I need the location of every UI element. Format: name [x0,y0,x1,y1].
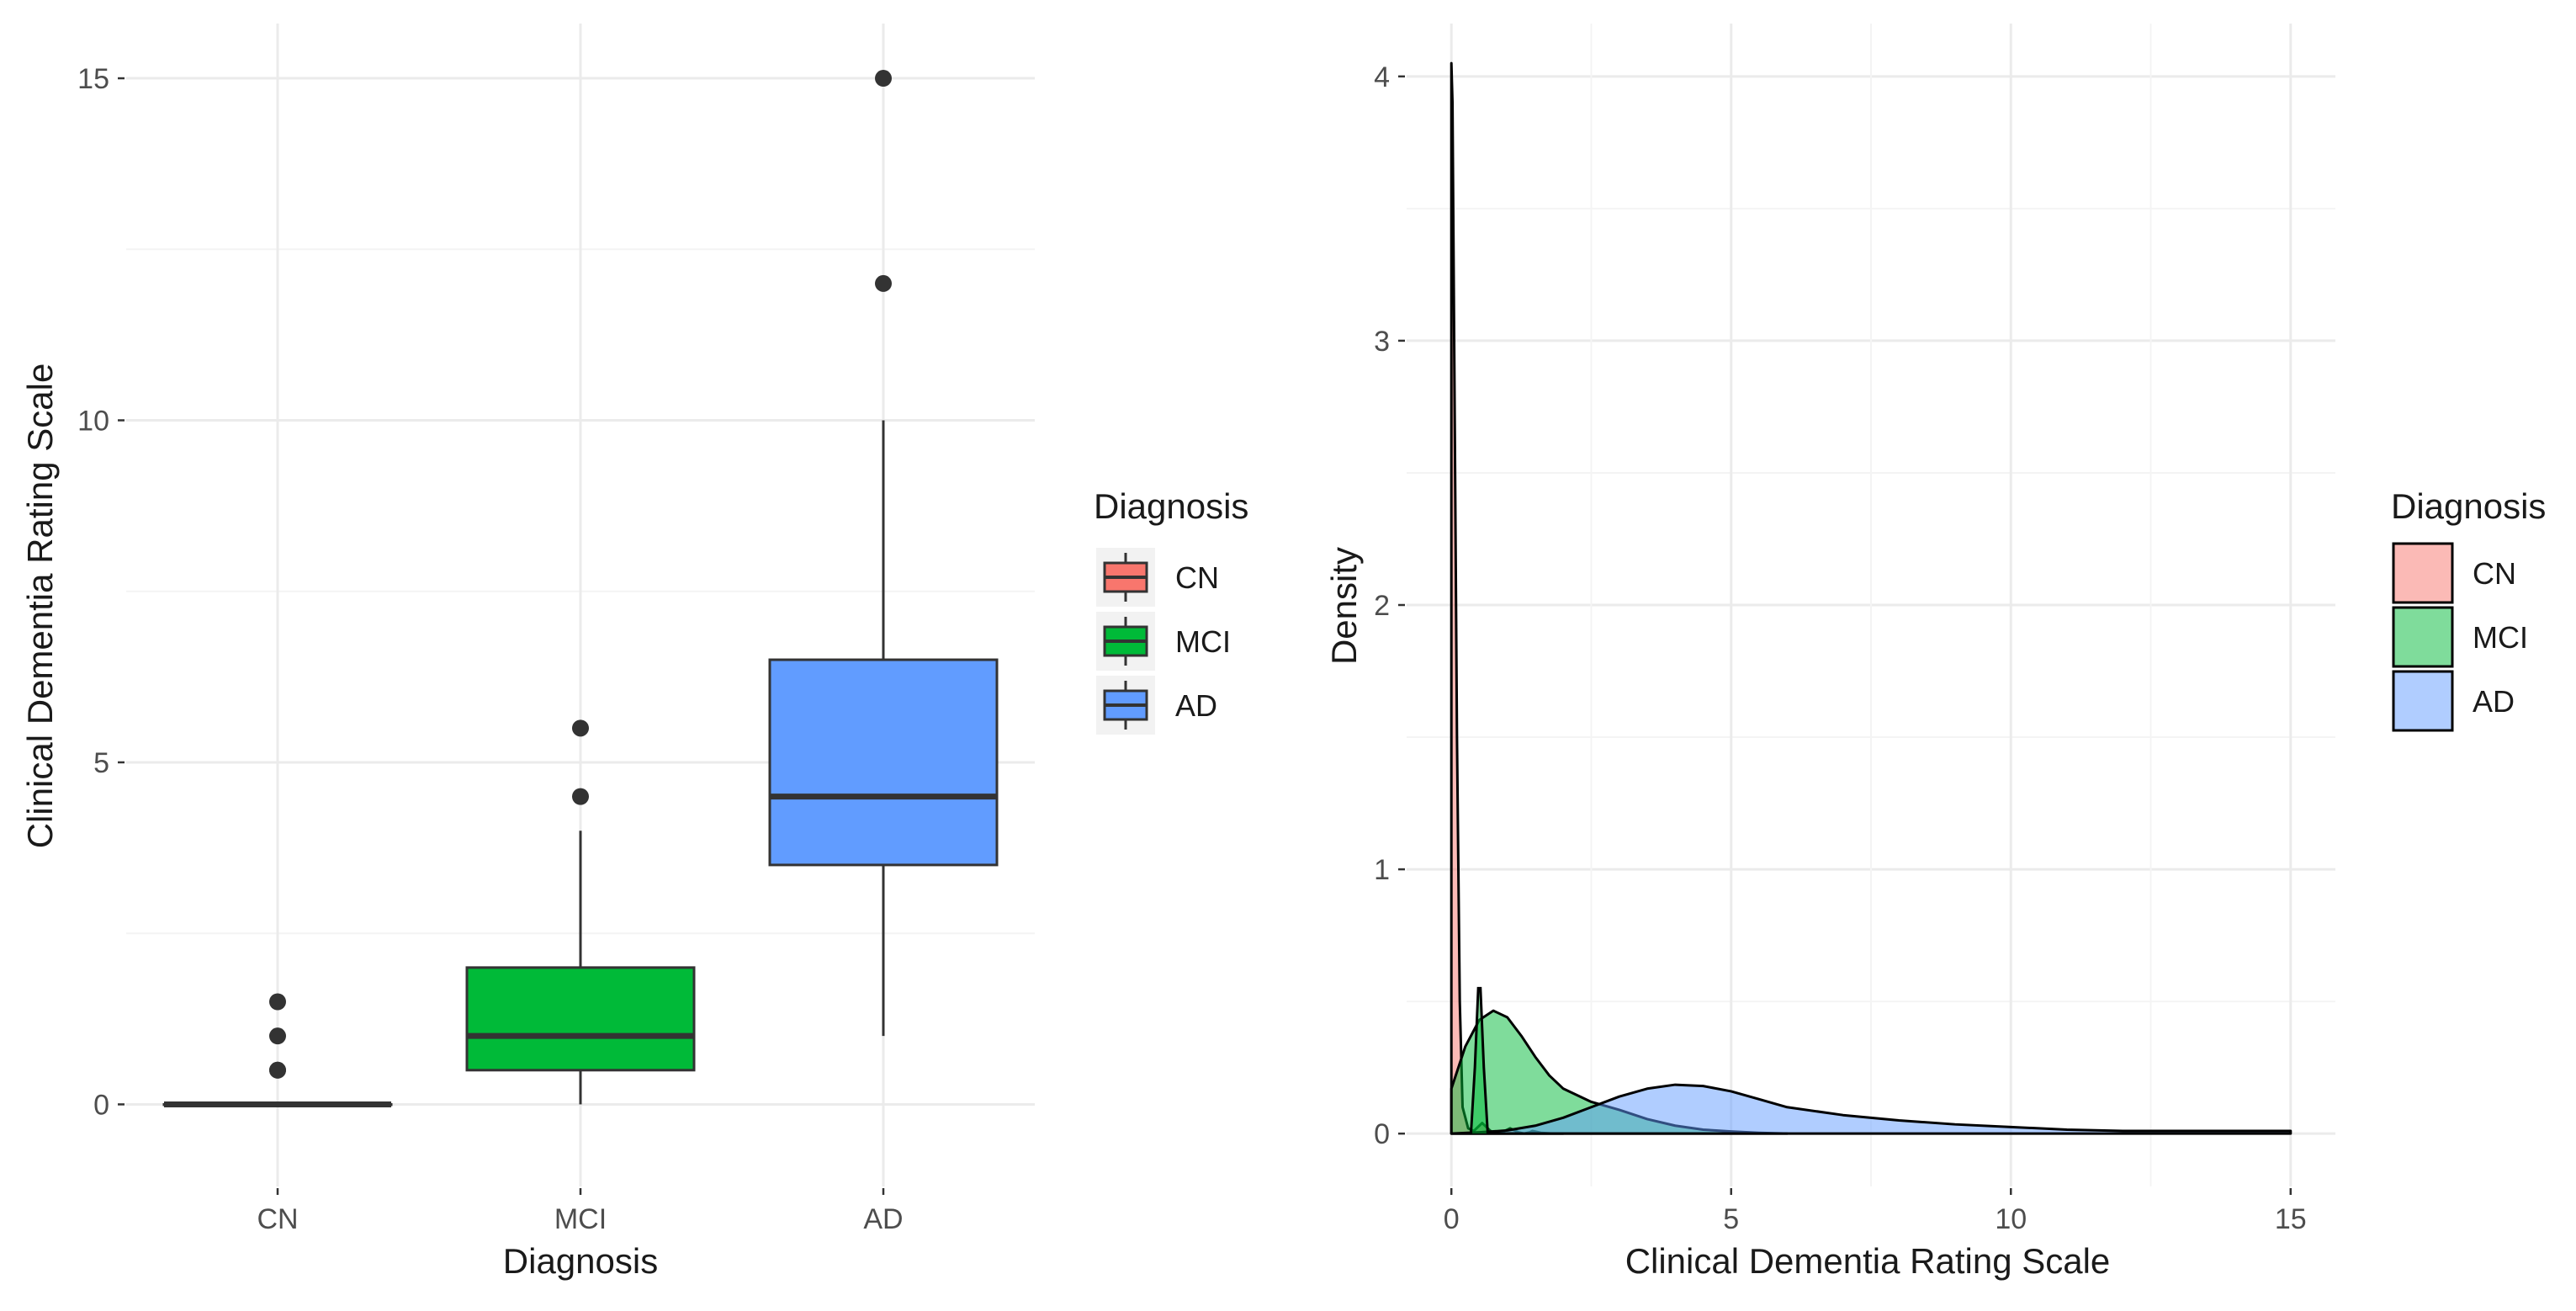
density-x-axis-title: Clinical Dementia Rating Scale [1625,1241,2111,1281]
boxplot-legend-label: AD [1175,688,1217,723]
density-legend-key [2392,542,2454,604]
outlier-point [875,70,892,88]
boxplot-x-tick-label: AD [863,1203,903,1235]
boxplot-legend-item-ad: AD [1096,676,1217,735]
density-x-tick-label: 0 [1444,1203,1460,1235]
boxplot-legend: Diagnosis CN MCI AD [1094,486,1248,735]
density-spike-outline [1469,986,1489,1134]
density-legend-label: MCI [2473,620,2528,655]
box-ad [768,70,999,1037]
boxplot-x-tick-label: CN [257,1203,298,1235]
density-legend-item-mci: MCI [2392,606,2528,668]
boxplot-panel: 0 5 10 15 CN MCI AD Diagnosis Clinical Dement… [20,24,1248,1281]
boxplot-y-tick-label: 15 [77,63,109,95]
density-marks [1450,61,2292,1135]
boxplot-x-ticks: CN MCI AD [257,1188,904,1235]
boxplot-legend-label: CN [1175,560,1219,595]
outlier-point [572,788,589,805]
density-y-tick-label: 0 [1374,1118,1390,1150]
density-x-tick-label: 15 [2275,1203,2307,1235]
boxplot-legend-title: Diagnosis [1094,486,1248,526]
density-legend-item-ad: AD [2392,670,2515,732]
density-legend-key [2392,670,2454,732]
density-y-tick-label: 1 [1374,854,1390,886]
iqr-box [465,966,696,1072]
iqr-box [768,658,999,867]
boxplot-x-tick-label: MCI [554,1203,607,1235]
boxplot-y-axis-title: Clinical Dementia Rating Scale [20,364,60,849]
density-legend-label: CN [2473,556,2516,591]
density-x-tick-label: 10 [1995,1203,2027,1235]
boxplot-legend-item-cn: CN [1096,548,1219,607]
boxplot-y-tick-label: 0 [93,1089,109,1121]
density-legend-title: Diagnosis [2391,486,2546,526]
density-y-tick-label: 2 [1374,590,1390,622]
outlier-point [572,719,589,737]
density-legend-key [2392,606,2454,668]
boxplot-legend-label: MCI [1175,624,1231,659]
density-y-tick-label: 4 [1374,61,1390,93]
density-panel: 0 1 2 3 4 0 5 10 15 Clinical Dementia Rating Sc… [1324,24,2546,1281]
density-gridlines [1407,24,2335,1186]
box-cn [162,993,393,1107]
density-y-ticks: 0 1 2 3 4 [1374,61,1405,1150]
density-legend-item-cn: CN [2392,542,2516,604]
density-x-tick-label: 5 [1723,1203,1739,1235]
density-y-axis-title: Density [1324,547,1364,665]
boxplot-y-tick-label: 5 [93,747,109,779]
density-area-ad [1450,1083,2292,1135]
boxplot-y-tick-label: 10 [77,406,109,438]
boxplot-legend-item-mci: MCI [1096,612,1231,671]
density-x-ticks: 0 5 10 15 [1444,1188,2307,1235]
density-legend: Diagnosis CN MCI AD [2391,486,2546,732]
outlier-point [269,1027,286,1045]
outlier-point [875,274,892,292]
box-mci [465,719,696,1105]
outlier-point [269,1061,286,1079]
boxplot-marks [162,70,999,1107]
outlier-point [269,993,286,1011]
boxplot-x-axis-title: Diagnosis [503,1241,658,1281]
density-y-tick-label: 3 [1374,326,1390,358]
boxplot-y-ticks: 0 5 10 15 [77,63,125,1121]
density-legend-label: AD [2473,684,2515,719]
